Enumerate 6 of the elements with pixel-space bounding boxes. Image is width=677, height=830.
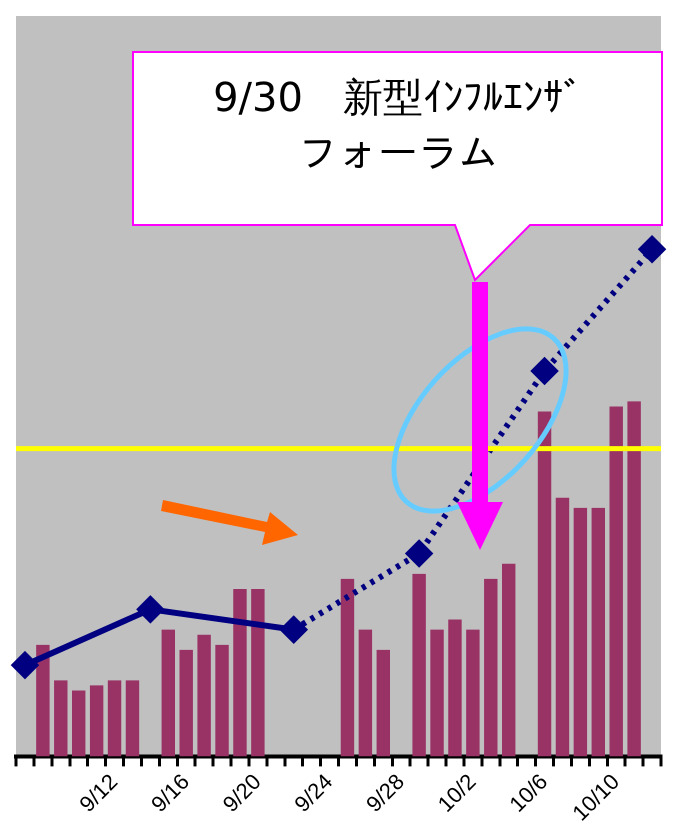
x-tick-label: 9/28 <box>361 768 410 817</box>
x-tick-label: 9/12 <box>74 768 122 817</box>
x-tick-label: 9/16 <box>146 768 194 817</box>
text: 9/30 新型ｲﾝﾌﾙｴﾝｻﾞフォーラム <box>212 74 584 179</box>
x-tick-label: 9/24 <box>289 768 338 817</box>
x-tick-label: 9/20 <box>218 768 266 817</box>
